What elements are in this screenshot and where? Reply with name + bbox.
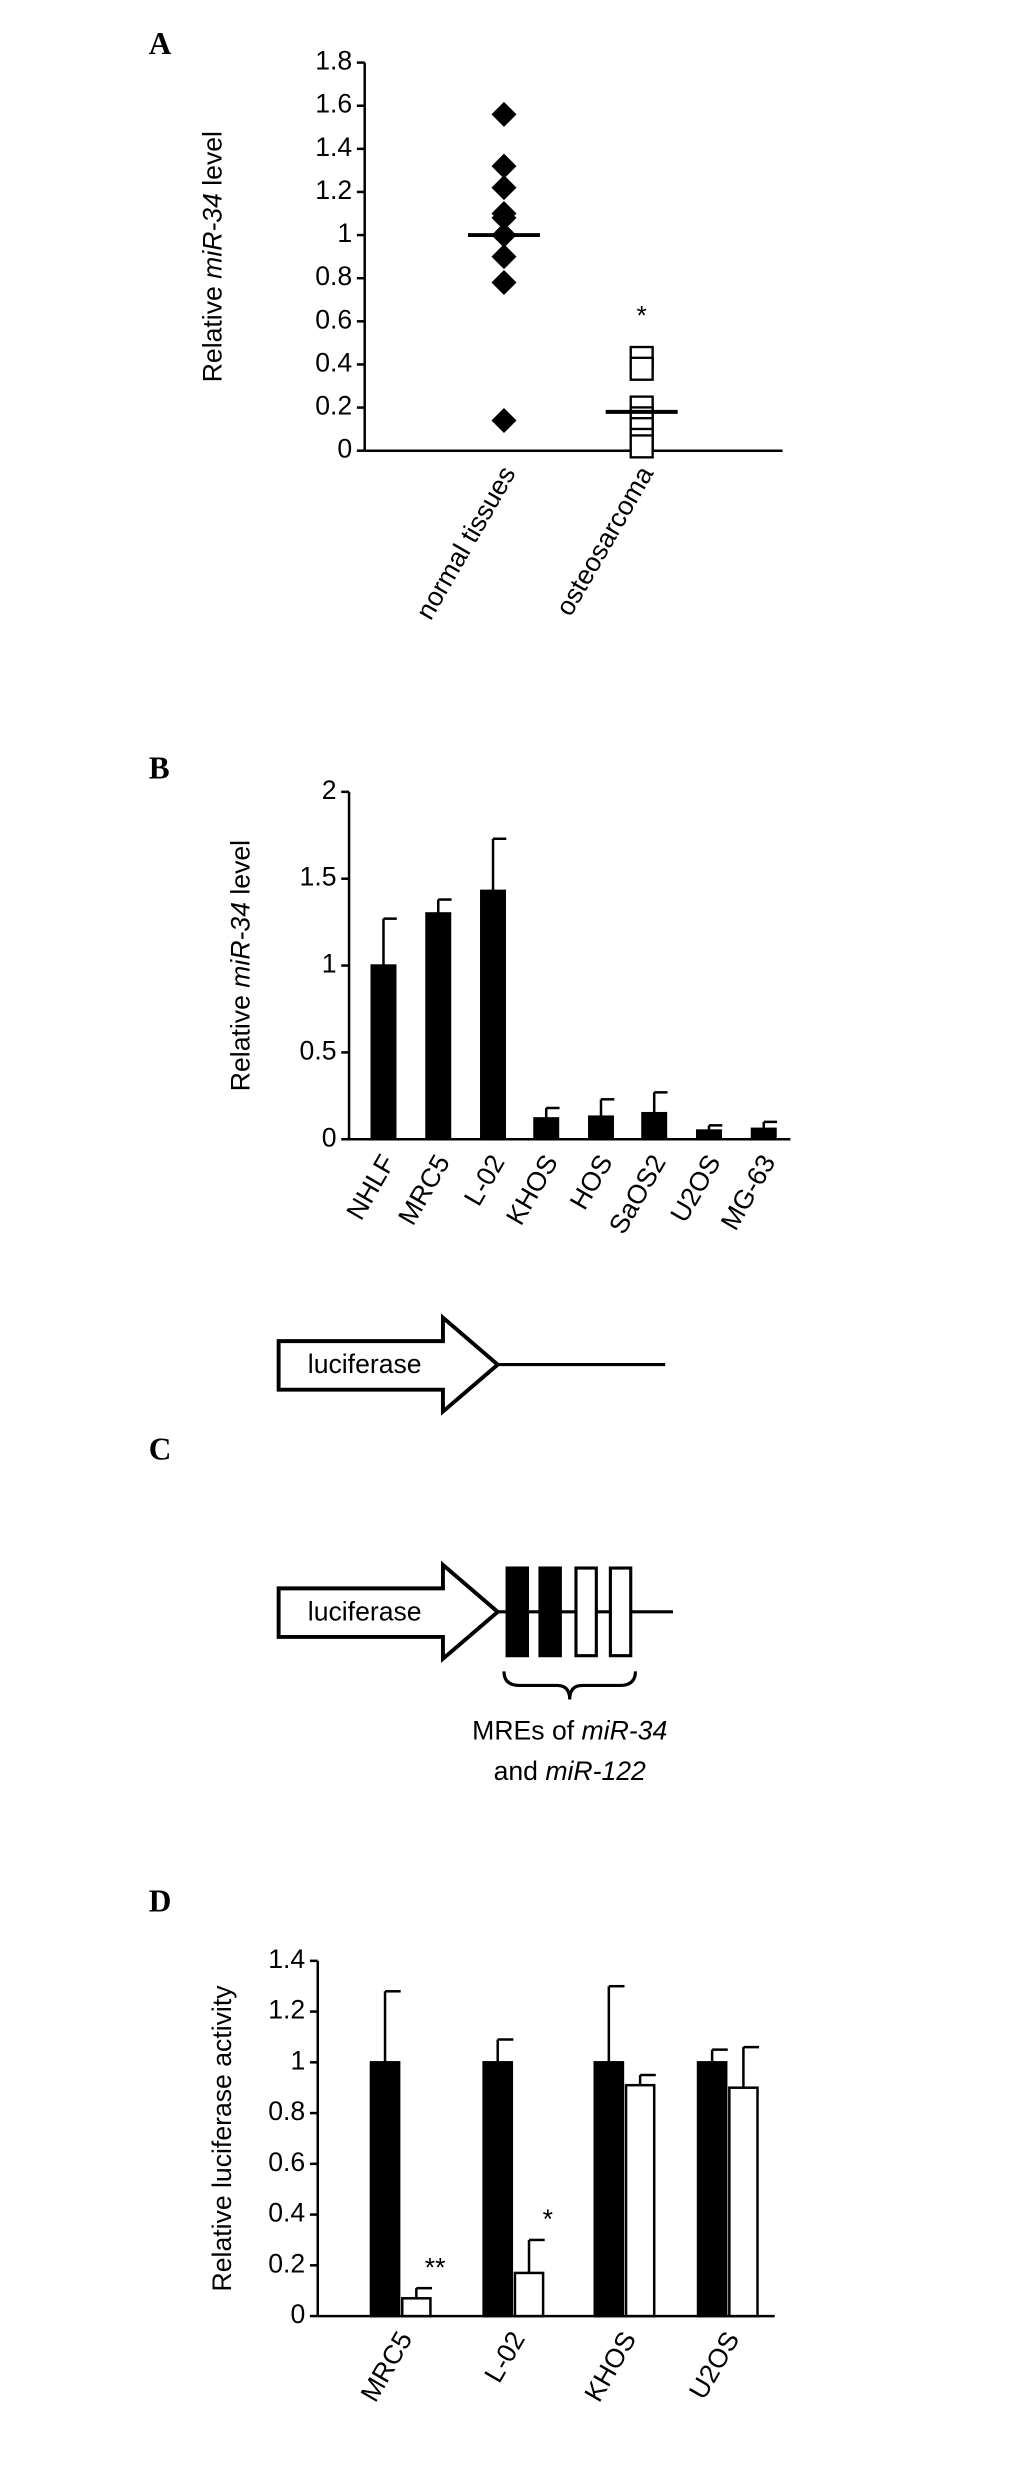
panel-label: D [149,1884,172,1919]
bar [593,2061,625,2318]
y-tick-label: 0 [322,1122,337,1152]
bar [728,2086,759,2318]
annotation: ** [425,2252,446,2282]
caption-part: and [494,1756,546,1786]
y-axis-label-part: miR-34 [198,193,228,279]
mre-box [574,1566,598,1658]
mre-box [608,1566,633,1658]
y-tick-label: 1.6 [315,89,352,119]
x-tick-label: osteosarcoma [550,461,660,621]
arrow [276,1560,501,1664]
y-tick-label: 0.8 [268,2096,305,2126]
y-tick-label: 0.6 [268,2147,305,2177]
caption-part: miR-34 [582,1715,668,1745]
caption: and miR-122 [494,1756,646,1786]
y-tick-label: 0.8 [315,261,352,291]
bar [624,2083,656,2318]
mre-box [538,1566,562,1658]
bar [482,2061,514,2318]
y-tick-label: 0.4 [268,2198,305,2228]
caption-part: miR-122 [545,1756,646,1786]
bar [533,1117,560,1141]
brace [502,1671,637,1700]
bar [588,1115,614,1141]
y-tick-label: 0.4 [315,347,352,377]
construct-label: luciferase [308,1596,422,1626]
bar [695,1129,722,1141]
y-axis-label-part: level [198,131,228,193]
point [491,407,517,434]
construct-diagram: luciferase luciferase MREs of miR-34 and… [276,1313,673,1786]
y-tick-label: 0.2 [268,2248,305,2278]
y-axis-label-part: Relative [198,279,228,382]
x-tick-label: L-02 [478,2326,531,2387]
x-tick-label: L-02 [458,1150,511,1211]
point [491,153,517,179]
y-tick-label: 1.2 [315,175,352,205]
y-axis-label-part: level [226,840,256,902]
construct-label: luciferase [308,1349,422,1379]
y-axis-label: Relative miR-34 level [198,131,228,382]
x-tick-label: U2OS [683,2326,745,2404]
y-tick-label: 1.2 [268,1995,305,2025]
bar [750,1127,777,1141]
y-axis-label: Relative miR-34 level [226,840,256,1091]
bar [641,1111,668,1141]
y-tick-label: 2 [322,775,337,805]
point [491,175,517,201]
y-tick-label: 1.5 [300,862,337,892]
x-tick-label: MRC5 [392,1150,456,1230]
bar [370,964,397,1141]
annotation: * [637,300,647,330]
arrow [276,1313,501,1416]
x-tick-label: HOS [564,1150,619,1215]
y-axis-label: Relative luciferase activity [207,1985,237,2292]
bar [513,2271,545,2318]
y-tick-label: 1.4 [315,132,352,162]
y-tick-label: 0.2 [315,391,352,421]
caption: MREs of miR-34 [472,1715,667,1745]
y-axis-label-part: Relative luciferase activity [207,1985,237,2292]
mre-box [505,1566,530,1658]
x-tick-label: KHOS [578,2326,642,2406]
y-tick-label: 0.5 [300,1035,337,1065]
y-tick-label: 0 [337,434,352,464]
y-tick-label: 1 [290,2045,305,2075]
point [629,356,654,381]
y-tick-label: 1.8 [315,46,352,76]
panel-label: B [149,751,170,786]
panel-label: C [149,1431,172,1466]
annotation: * [543,2204,553,2234]
y-tick-label: 1.4 [268,1944,305,1974]
x-tick-label: normal tissues [410,461,522,624]
x-tick-label: MRC5 [355,2326,419,2406]
x-tick-label: KHOS [500,1150,564,1230]
y-tick-label: 1 [322,949,337,979]
y-tick-label: 1 [337,218,352,248]
y-axis-label-part: miR-34 [226,902,256,988]
bar [401,2297,432,2318]
caption-part: MREs of [472,1715,581,1745]
point [491,244,517,270]
point [491,205,517,231]
point [491,269,517,296]
y-axis-label-part: Relative [226,988,256,1091]
bar [696,2061,728,2318]
x-tick-label: MG-63 [715,1150,782,1235]
bar [480,889,507,1141]
panel-label: A [149,26,172,61]
point [629,434,654,459]
bar [425,912,452,1141]
y-tick-label: 0 [290,2299,305,2329]
y-tick-label: 0.6 [315,304,352,334]
point [491,101,517,127]
bar [369,2061,401,2318]
